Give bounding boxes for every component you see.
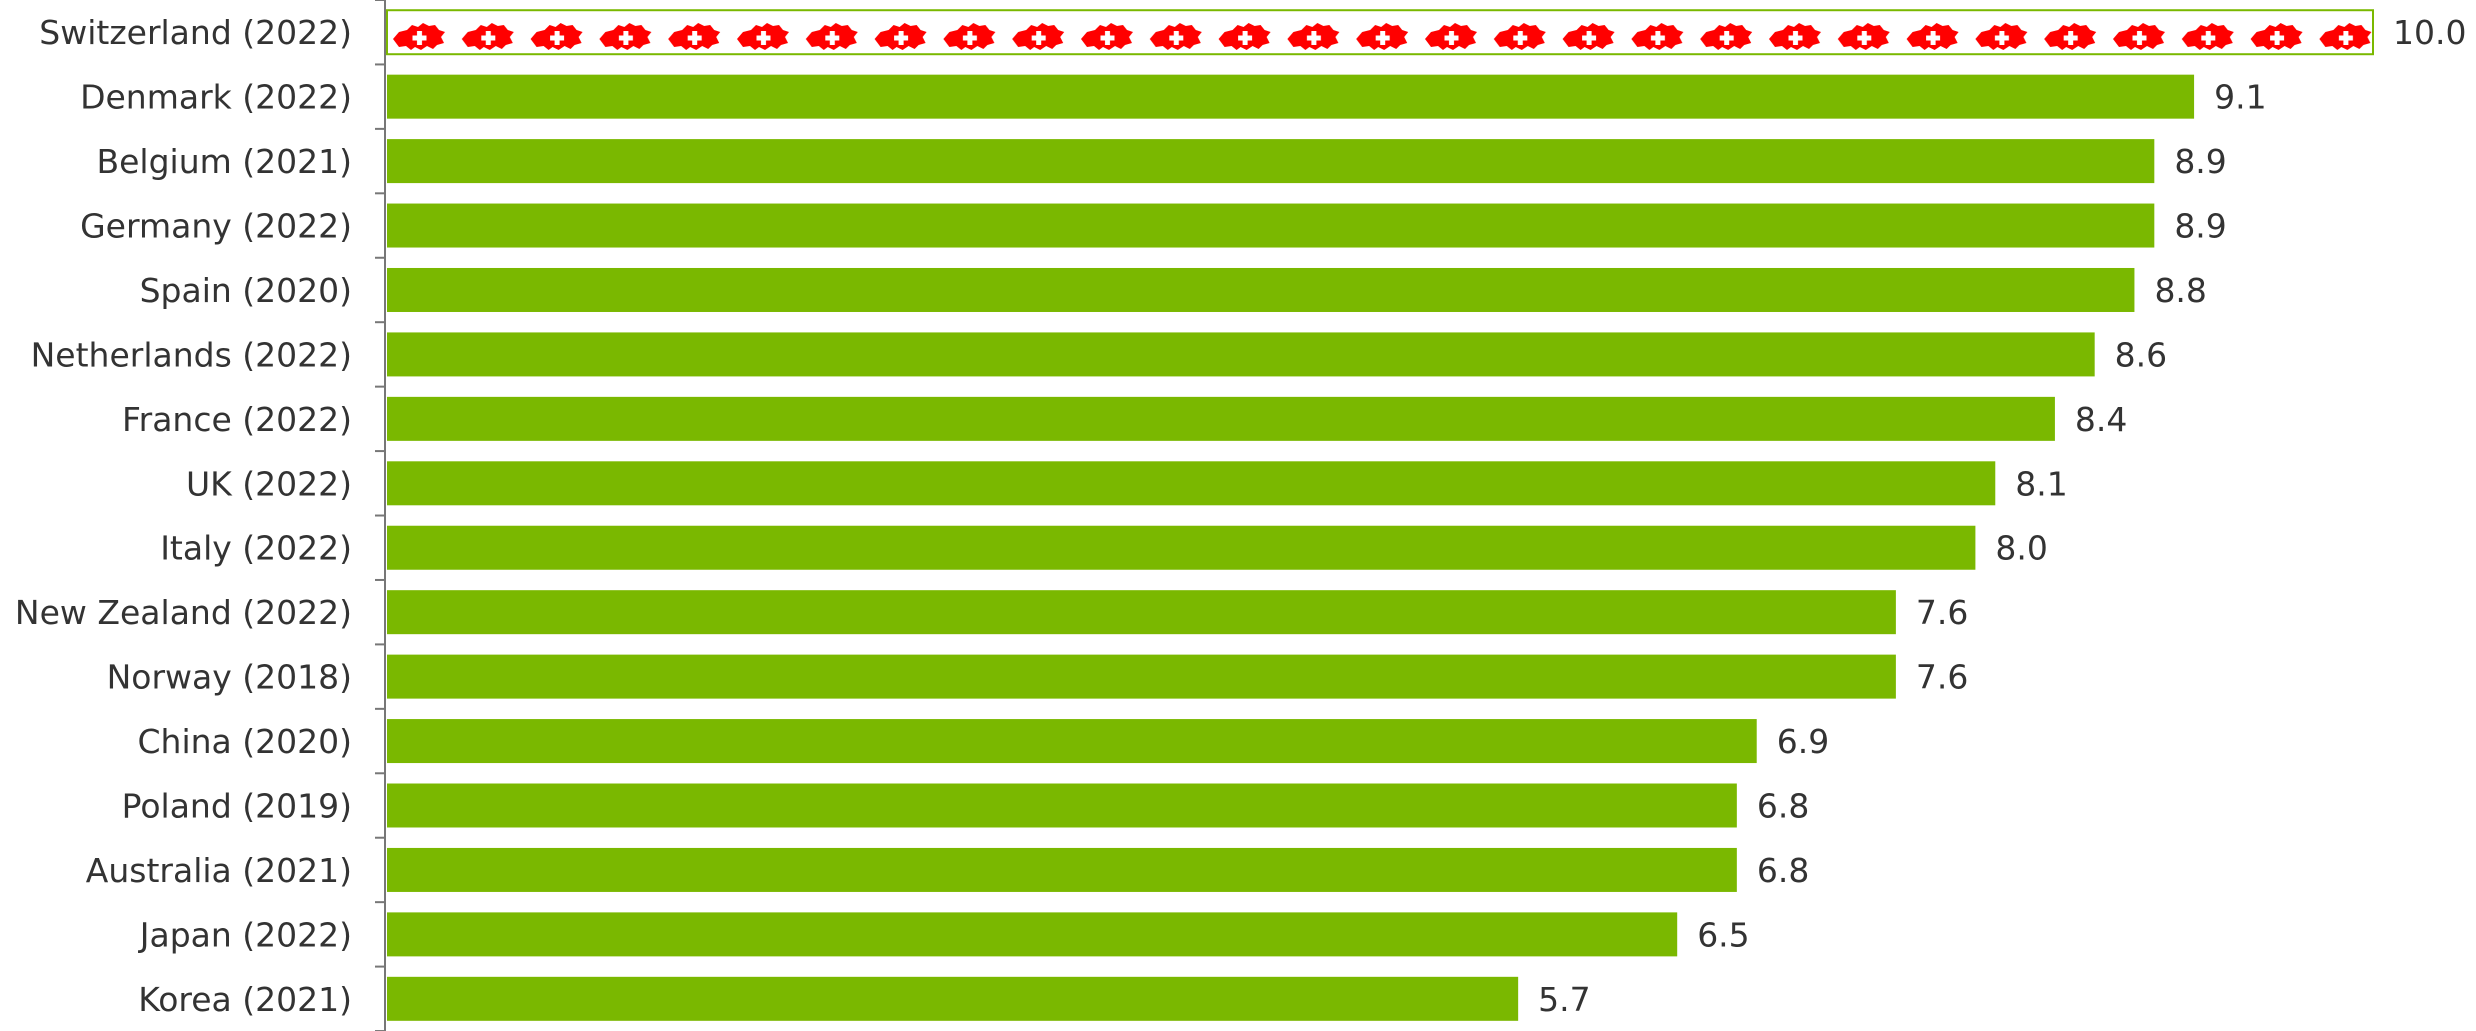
bar: [387, 976, 1519, 1021]
bar: [387, 654, 1896, 699]
category-label: Australia (2021): [86, 851, 352, 890]
category-label: China (2020): [138, 722, 352, 761]
category-label: Spain (2020): [140, 271, 352, 310]
category-label: UK (2022): [186, 464, 352, 503]
axis-layer: [375, 0, 386, 1031]
bar: [387, 267, 2135, 312]
bar: [387, 332, 2095, 377]
category-label: Switzerland (2022): [39, 13, 352, 52]
value-label: 8.8: [2154, 271, 2206, 310]
category-label: France (2022): [122, 400, 352, 439]
category-label: Poland (2019): [122, 787, 352, 826]
value-label: 5.7: [1538, 980, 1590, 1019]
category-label: New Zealand (2022): [15, 593, 352, 632]
bar: [387, 396, 2055, 441]
bar: [387, 461, 1996, 506]
value-label: 6.5: [1697, 915, 1749, 954]
labels-layer: Switzerland (2022) 10.0 Denmark (2022) 9.1 B…: [15, 13, 2467, 1019]
value-label: 6.8: [1757, 851, 1809, 890]
category-label: Belgium (2021): [96, 142, 352, 181]
value-label: 10.0: [2393, 13, 2466, 52]
category-label: Japan (2022): [138, 915, 352, 954]
value-label: 7.6: [1916, 658, 1968, 697]
value-label: 6.9: [1777, 722, 1829, 761]
bar: [387, 139, 2155, 184]
category-label: Norway (2018): [107, 658, 352, 697]
category-label: Denmark (2022): [80, 78, 352, 117]
value-label: 8.9: [2174, 207, 2226, 246]
value-label: 9.1: [2214, 78, 2266, 117]
value-label: 8.1: [2015, 464, 2067, 503]
category-label: Germany (2022): [80, 207, 352, 246]
value-label: 7.6: [1916, 593, 1968, 632]
bar: [387, 203, 2155, 248]
category-label: Netherlands (2022): [31, 335, 352, 374]
bar: [387, 719, 1757, 764]
value-label: 8.6: [2115, 335, 2167, 374]
bar: [387, 590, 1896, 635]
category-label: Korea (2021): [138, 980, 352, 1019]
category-label: Italy (2022): [160, 529, 352, 568]
value-label: 8.0: [1995, 529, 2047, 568]
bar: [387, 74, 2195, 119]
bar: [387, 783, 1737, 828]
bar: [387, 525, 1976, 570]
value-label: 6.8: [1757, 787, 1809, 826]
value-label: 8.4: [2075, 400, 2127, 439]
bar: [387, 847, 1737, 892]
bar-highlight-switzerland: [386, 9, 2374, 56]
bars-layer: [386, 9, 2374, 1021]
bar: [387, 912, 1678, 957]
value-label: 8.9: [2174, 142, 2226, 181]
